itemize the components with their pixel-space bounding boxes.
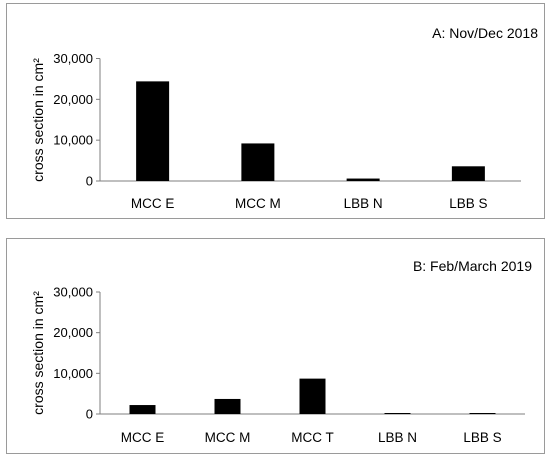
panel-a-bar: [451, 166, 485, 181]
panel-b-bar: [384, 413, 411, 414]
panel-b-y-tick-label: 0: [86, 407, 93, 422]
panel-b-frame: [6, 238, 545, 454]
panel-b-plot: 0 10,000 20,000 30,000 MCC E MCC M MCC T LBB N L…: [53, 285, 525, 445]
panel-b-y-tick-label: 30,000: [53, 285, 93, 300]
panel-b-y-tick-label: 20,000: [53, 325, 93, 340]
panel-b-category-label: MCC M: [205, 430, 251, 445]
panel-b-bar: [129, 405, 156, 414]
panel-b-category-label: LBB S: [463, 430, 501, 445]
panel-a-category-label: MCC E: [131, 196, 175, 211]
panel-b-category-label: MCC T: [291, 430, 334, 445]
panel-b-bar: [299, 378, 326, 414]
panel-b-ylabel: cross section in cm²: [30, 291, 46, 415]
panel-b-bar: [214, 398, 241, 414]
panel-a-y-tick-label: 30,000: [53, 51, 93, 66]
panel-a-plot: 0 10,000 20,000 30,000 MCC E MCC M LBB N LBB S: [53, 51, 521, 211]
panel-a-y-tick-label: 10,000: [53, 133, 93, 148]
panel-a-frame: [6, 3, 545, 219]
panel-b-bar: [469, 413, 496, 414]
panel-a-ylabel: cross section in cm²: [30, 58, 46, 182]
panel-a-category-label: MCC M: [235, 196, 281, 211]
panel-a-category-label: LBB N: [344, 196, 383, 211]
panel-b-y-tick-label: 10,000: [53, 366, 93, 381]
panel-b-category-label: LBB N: [378, 430, 417, 445]
panel-a-y-tick-label: 20,000: [53, 92, 93, 107]
panel-a-category-label: LBB S: [449, 196, 487, 211]
panel-a-bar: [346, 178, 380, 181]
panel-a-y-tick-label: 0: [86, 174, 93, 189]
panel-b-category-label: MCC E: [121, 430, 165, 445]
panel-a-bar: [241, 143, 275, 181]
panel-a-title: A: Nov/Dec 2018: [432, 25, 538, 41]
panel-b-title: B: Feb/March 2019: [413, 258, 532, 274]
panel-a-bar: [136, 81, 170, 181]
